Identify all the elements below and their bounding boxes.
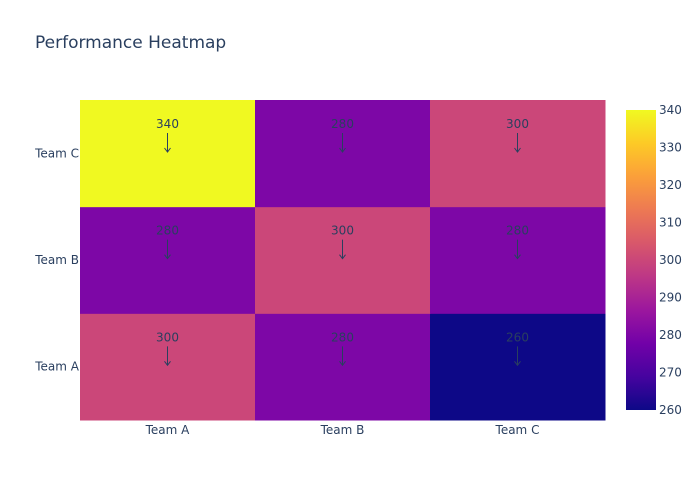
annotation-arrowhead xyxy=(339,254,346,260)
cell-annotation: 260 xyxy=(506,330,529,344)
annotation-arrowhead xyxy=(514,361,521,367)
heatmap-cell xyxy=(80,100,256,208)
x-tick-label: Team B xyxy=(320,423,365,437)
cell-annotation: 300 xyxy=(331,224,354,238)
annotation-arrowhead xyxy=(514,147,521,153)
y-tick-label: Team A xyxy=(34,360,80,374)
heatmap-cell xyxy=(255,313,431,421)
colorbar-tick-label: 280 xyxy=(659,328,682,342)
colorbar-tick-label: 260 xyxy=(659,403,682,417)
cell-annotation: 300 xyxy=(506,117,529,131)
chart-title: Performance Heatmap xyxy=(35,33,227,53)
heatmap-cell xyxy=(255,100,431,208)
annotation-arrowhead xyxy=(514,254,521,260)
x-tick-label: Team C xyxy=(495,423,540,437)
y-tick-label: Team B xyxy=(34,253,79,267)
colorbar-tick-label: 340 xyxy=(659,103,682,117)
cell-annotation: 280 xyxy=(331,330,354,344)
colorbar xyxy=(626,110,656,410)
annotation-arrowhead xyxy=(164,361,171,367)
y-tick-label: Team C xyxy=(34,146,79,160)
cell-annotation: 280 xyxy=(156,224,179,238)
colorbar-tick-label: 320 xyxy=(659,178,682,192)
heatmap-cell xyxy=(255,206,431,314)
colorbar-tick-label: 310 xyxy=(659,216,682,230)
x-tick-label: Team A xyxy=(145,423,191,437)
cell-annotation: 280 xyxy=(506,224,529,238)
heatmap-cell xyxy=(430,313,606,421)
heatmap-cell xyxy=(80,206,256,314)
colorbar-tick-label: 300 xyxy=(659,253,682,267)
heatmap-cell xyxy=(430,206,606,314)
colorbar-tick-label: 330 xyxy=(659,141,682,155)
cell-annotation: 300 xyxy=(156,330,179,344)
colorbar-tick-label: 290 xyxy=(659,291,682,305)
heatmap-cell xyxy=(80,313,256,421)
annotation-arrowhead xyxy=(164,254,171,260)
heatmap-cell xyxy=(430,100,606,208)
colorbar-tick-label: 270 xyxy=(659,366,682,380)
annotation-arrowhead xyxy=(164,147,171,153)
annotation-arrowhead xyxy=(339,147,346,153)
cell-annotation: 280 xyxy=(331,117,354,131)
annotation-arrowhead xyxy=(339,361,346,367)
cell-annotation: 340 xyxy=(156,117,179,131)
